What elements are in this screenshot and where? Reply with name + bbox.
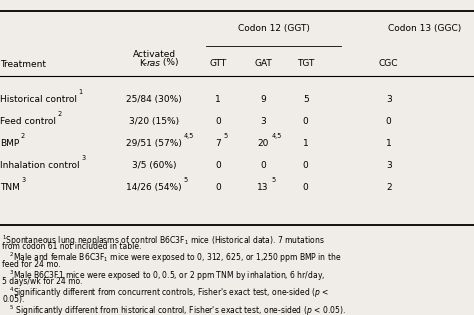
Text: 0: 0 [303, 161, 309, 170]
Text: 1: 1 [386, 139, 392, 148]
Text: 5 days/wk for 24 mo.: 5 days/wk for 24 mo. [2, 277, 83, 286]
Text: 1: 1 [215, 95, 221, 104]
Text: $^5$ Significantly different from historical control, Fisher's exact test, one-s: $^5$ Significantly different from histor… [2, 304, 346, 315]
Text: Inhalation control: Inhalation control [0, 161, 80, 170]
Text: GTT: GTT [210, 59, 227, 67]
Text: 5: 5 [303, 95, 309, 104]
Text: 0: 0 [260, 161, 266, 170]
Text: ras: ras [146, 59, 161, 67]
Text: 3/5 (60%): 3/5 (60%) [132, 161, 176, 170]
Text: 20: 20 [257, 139, 269, 148]
Text: 2: 2 [57, 111, 62, 117]
Text: Historical control: Historical control [0, 95, 77, 104]
Text: 29/51 (57%): 29/51 (57%) [126, 139, 182, 148]
Text: 0: 0 [215, 161, 221, 170]
Text: GAT: GAT [254, 59, 272, 67]
Text: 3/20 (15%): 3/20 (15%) [129, 117, 179, 126]
Text: 2: 2 [386, 183, 392, 192]
Text: 2: 2 [21, 133, 25, 140]
Text: 0.05).: 0.05). [2, 295, 25, 304]
Text: 0: 0 [215, 117, 221, 126]
Text: 5: 5 [183, 177, 187, 184]
Text: feed for 24 mo.: feed for 24 mo. [2, 260, 61, 269]
Text: 7: 7 [215, 139, 221, 148]
Text: 14/26 (54%): 14/26 (54%) [126, 183, 182, 192]
Text: BMP: BMP [0, 139, 19, 148]
Text: Codon 12 (GGT): Codon 12 (GGT) [238, 24, 310, 33]
Text: 4,5: 4,5 [183, 133, 194, 140]
Text: 0: 0 [303, 183, 309, 192]
Text: 3: 3 [386, 161, 392, 170]
Text: Codon 13 (GGC): Codon 13 (GGC) [388, 24, 461, 33]
Text: $^3$Male B6C3F1 mice were exposed to 0, 0.5, or 2 ppm TNM by inhalation, 6 hr/da: $^3$Male B6C3F1 mice were exposed to 0, … [2, 268, 326, 283]
Text: TGT: TGT [297, 59, 314, 67]
Text: Feed control: Feed control [0, 117, 56, 126]
Text: 4,5: 4,5 [271, 133, 282, 140]
Text: 3: 3 [81, 155, 85, 162]
Text: TNM: TNM [0, 183, 20, 192]
Text: 5: 5 [223, 133, 228, 140]
Text: 3: 3 [386, 95, 392, 104]
Text: 0: 0 [215, 183, 221, 192]
Text: 0: 0 [303, 117, 309, 126]
Text: 0: 0 [386, 117, 392, 126]
Text: 3: 3 [260, 117, 266, 126]
Text: CGC: CGC [379, 59, 399, 67]
Text: $^2$Male and female B6C3F$_1$ mice were exposed to 0, 312, 625, or 1,250 ppm BMP: $^2$Male and female B6C3F$_1$ mice were … [2, 251, 342, 265]
Text: $^1$Spontaneous lung neoplasms of control B6C3F$_1$ mice (Historical data). 7 mu: $^1$Spontaneous lung neoplasms of contro… [2, 233, 325, 248]
Text: $^4$Significantly different from concurrent controls, Fisher's exact test, one-s: $^4$Significantly different from concurr… [2, 286, 329, 301]
Text: 1: 1 [303, 139, 309, 148]
Text: 9: 9 [260, 95, 266, 104]
Text: K-: K- [139, 59, 147, 67]
Text: 1: 1 [78, 89, 82, 95]
Text: (%): (%) [160, 59, 179, 67]
Text: 13: 13 [257, 183, 269, 192]
Text: Activated: Activated [133, 50, 175, 59]
Text: Treatment: Treatment [0, 60, 46, 69]
Text: 5: 5 [271, 177, 275, 184]
Text: 3: 3 [21, 177, 26, 184]
Text: 25/84 (30%): 25/84 (30%) [126, 95, 182, 104]
Text: from codon 61 not included in table.: from codon 61 not included in table. [2, 242, 142, 251]
